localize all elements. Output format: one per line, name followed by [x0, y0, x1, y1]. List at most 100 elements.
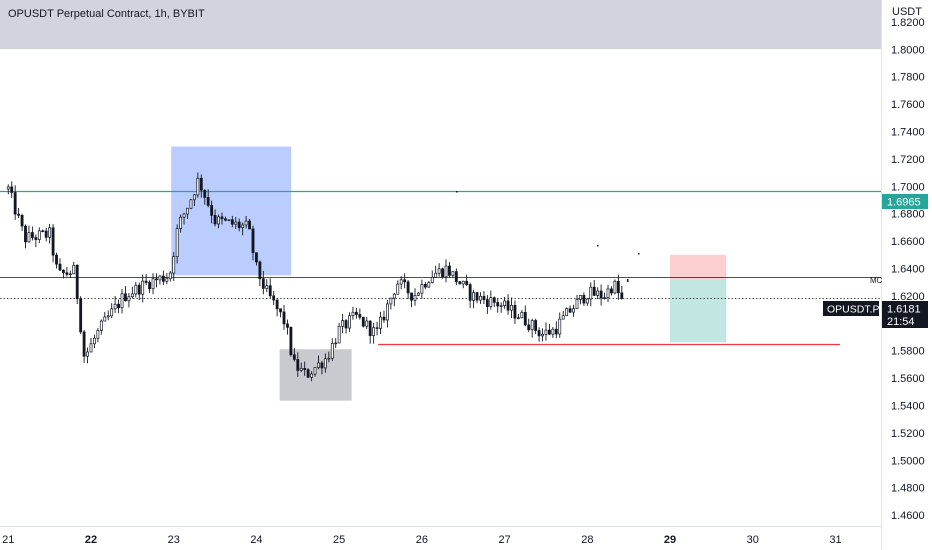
target-zone[interactable] — [670, 279, 727, 343]
price-tick-label: 1.5600 — [891, 373, 925, 385]
candle — [41, 229, 45, 233]
candle — [230, 215, 234, 228]
candle — [568, 305, 572, 314]
candle — [530, 318, 534, 338]
price-tick-label: 1.7200 — [891, 154, 925, 166]
candle — [282, 305, 286, 330]
candle — [175, 224, 179, 264]
candle — [241, 222, 245, 236]
candle — [372, 322, 376, 344]
candle — [210, 200, 214, 224]
candle — [272, 290, 276, 306]
candle — [30, 226, 34, 241]
candle — [437, 263, 441, 277]
currency-label: USDT — [892, 6, 922, 18]
stray-dot — [627, 279, 629, 282]
candle — [585, 297, 589, 306]
candle — [420, 279, 424, 299]
stop-zone[interactable] — [670, 254, 727, 280]
candle — [124, 286, 127, 302]
time-tick-label: 27 — [498, 534, 510, 546]
price-tick-label: 1.7600 — [891, 99, 925, 111]
candle — [606, 284, 610, 303]
mc-label: MC — [870, 276, 883, 285]
candle — [148, 280, 152, 294]
candle — [155, 273, 158, 288]
time-tick-label: 23 — [168, 534, 180, 546]
candle — [24, 224, 27, 249]
symbol-text: OPUSDT.P — [827, 304, 880, 316]
candle — [141, 274, 145, 303]
price-tick-label: 1.6600 — [891, 236, 925, 248]
candle — [403, 273, 407, 289]
candle — [199, 174, 203, 198]
price-tags: MC 1.6965 OPUSDT.P 1.6181 21:54 — [823, 194, 928, 328]
price-axis[interactable]: USDT — [881, 0, 923, 550]
candle — [182, 212, 186, 225]
candle — [89, 338, 93, 353]
candle — [44, 227, 48, 242]
candle — [348, 312, 351, 332]
candle — [248, 218, 251, 230]
candle — [485, 295, 489, 314]
candle — [510, 297, 513, 319]
candle — [610, 286, 613, 296]
candle — [399, 276, 403, 290]
candle — [479, 292, 482, 304]
candle — [79, 296, 83, 335]
last-price-text: 1.6181 — [887, 304, 921, 316]
candle — [482, 291, 486, 305]
candle — [6, 184, 10, 195]
candle — [55, 252, 58, 269]
candle — [103, 311, 107, 322]
candle — [589, 282, 593, 307]
time-axis[interactable]: 21 22 23 24 25 26 27 28 29 30 31 — [2, 534, 841, 546]
candle — [330, 338, 334, 361]
candle — [516, 313, 520, 320]
candle — [616, 274, 620, 300]
candle — [451, 271, 455, 278]
candle — [217, 214, 220, 229]
candle — [499, 302, 503, 313]
candle — [489, 290, 493, 310]
candle — [168, 271, 172, 282]
zones-layer — [171, 146, 727, 401]
candle — [537, 327, 541, 342]
candle — [317, 355, 320, 370]
candle — [386, 299, 389, 328]
price-tick-label: 1.6400 — [891, 263, 925, 275]
candle — [337, 322, 341, 344]
candle — [492, 296, 496, 307]
price-ticks: 1.8200 1.8000 1.7800 1.7600 1.7400 1.7200 1.70… — [891, 17, 925, 522]
time-tick-label: 22 — [85, 534, 97, 546]
candle — [341, 313, 345, 333]
stray-dot — [597, 245, 599, 247]
candle — [496, 298, 500, 313]
candle — [503, 296, 507, 309]
gray-zone[interactable] — [279, 349, 352, 401]
level-price-tag — [882, 194, 928, 209]
candle — [234, 216, 238, 229]
price-tick-label: 1.6200 — [891, 291, 925, 303]
candle — [396, 280, 400, 295]
candle — [592, 279, 596, 297]
candle — [299, 362, 303, 373]
time-tick-label: 28 — [581, 534, 593, 546]
candle — [82, 330, 86, 363]
candle — [430, 270, 434, 284]
time-tick-label: 26 — [416, 534, 428, 546]
candle — [303, 361, 307, 376]
price-tick-label: 1.5000 — [891, 455, 925, 467]
candle — [541, 328, 544, 342]
candle — [582, 292, 586, 306]
candle — [506, 294, 510, 315]
candle — [17, 207, 21, 219]
candle — [220, 212, 224, 225]
candle — [213, 209, 217, 227]
blue-zone[interactable] — [171, 146, 292, 276]
last-price-tag — [882, 301, 928, 328]
candle — [320, 360, 324, 375]
candles-layer — [6, 172, 624, 382]
candle — [603, 292, 606, 300]
